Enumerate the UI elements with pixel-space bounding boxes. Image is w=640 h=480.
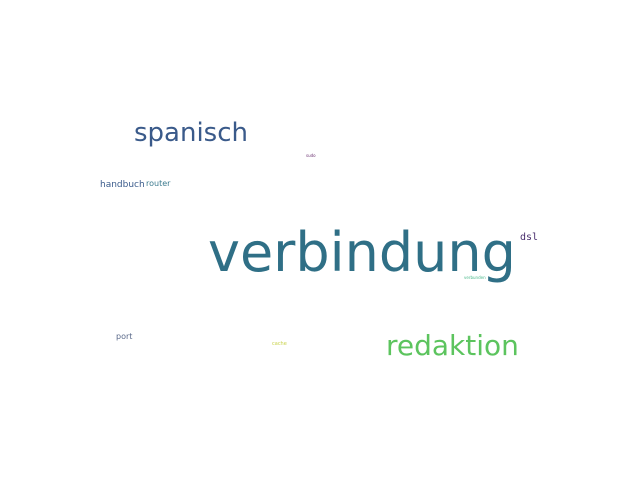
word-spanisch: spanisch [134, 118, 249, 148]
word-port: port [116, 332, 133, 341]
word-verbindung: verbindung [208, 221, 516, 284]
word-redaktion: redaktion [386, 329, 519, 362]
word-dsl: dsl [520, 232, 539, 243]
word-router: router [146, 179, 171, 188]
word-handbuch: handbuch [100, 180, 145, 190]
word-verbunden: verbunden [464, 275, 486, 280]
word-sudo: sudo [306, 153, 316, 158]
word-cache: cache [272, 341, 287, 347]
